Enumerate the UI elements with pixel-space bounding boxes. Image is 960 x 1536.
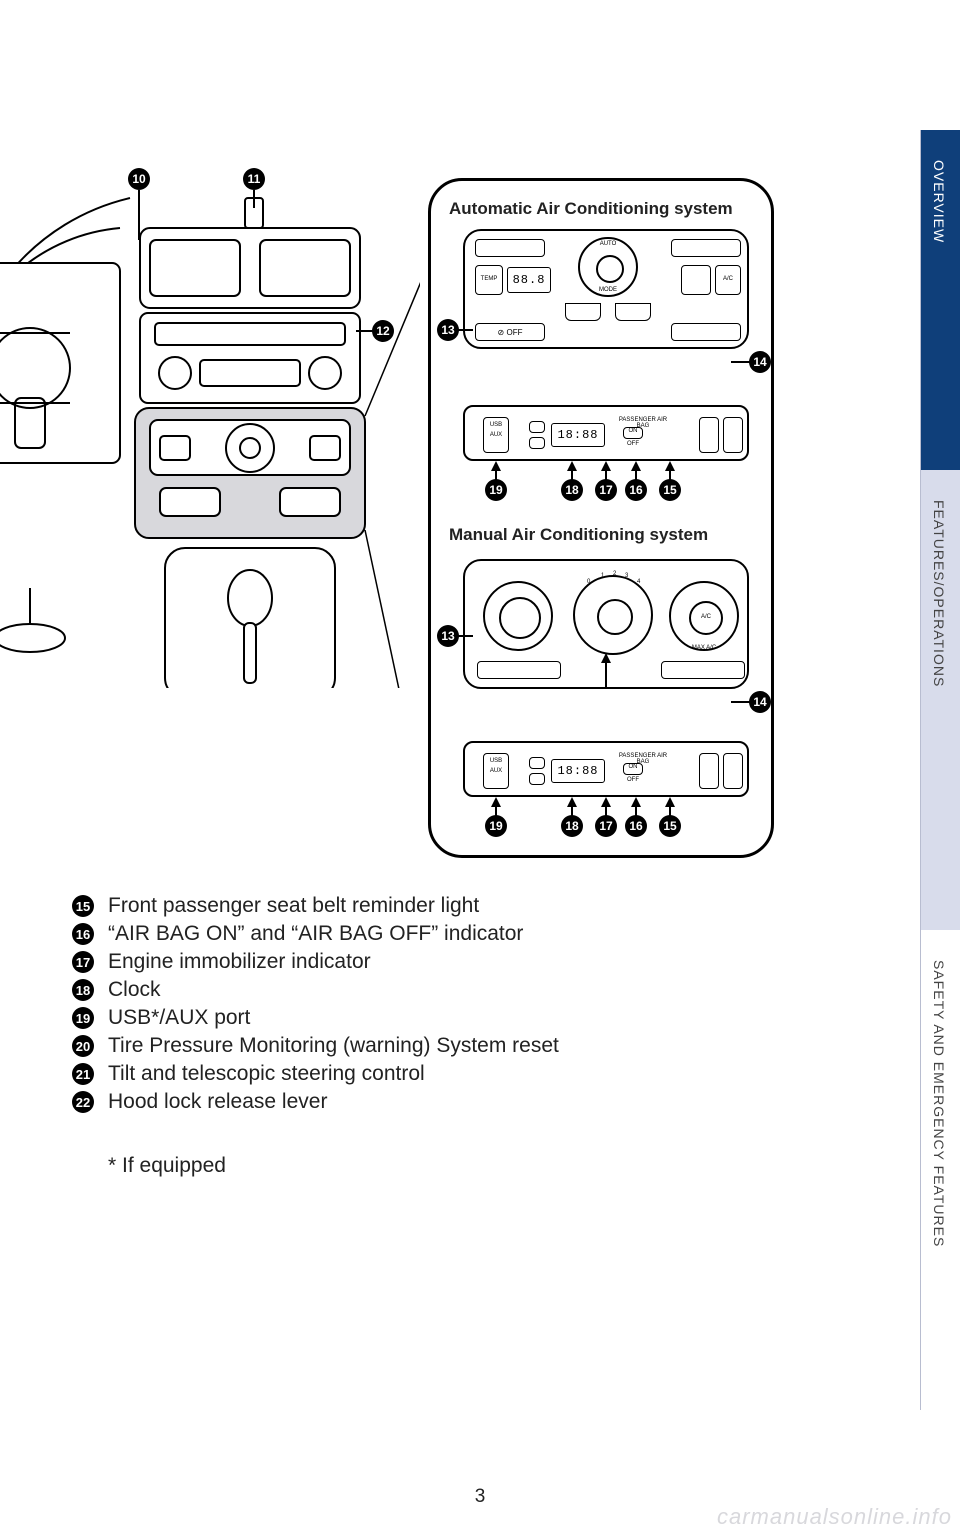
callout-18-manual: 18 bbox=[561, 815, 583, 837]
list-item: 20Tire Pressure Monitoring (warning) Sys… bbox=[72, 1034, 772, 1058]
mode-dial[interactable]: A/C MAX A/C bbox=[669, 581, 739, 651]
callout-15-manual: 15 bbox=[659, 815, 681, 837]
callout-16-manual: 16 bbox=[625, 815, 647, 837]
list-item: 16“AIR BAG ON” and “AIR BAG OFF” indicat… bbox=[72, 922, 772, 946]
callout-11: 11 bbox=[243, 168, 265, 190]
callout-14-auto: 14 bbox=[749, 351, 771, 373]
list-item: 21Tilt and telescopic steering control bbox=[72, 1062, 772, 1086]
temp-lcd: 88.8 bbox=[507, 267, 551, 293]
clock-lcd: 18:88 bbox=[551, 423, 605, 447]
mode-button[interactable] bbox=[681, 265, 711, 295]
list-item: 18Clock bbox=[72, 978, 772, 1002]
callout-16-auto: 16 bbox=[625, 479, 647, 501]
callout-12: 12 bbox=[372, 320, 394, 342]
usb-aux-port[interactable]: USB AUX bbox=[483, 417, 509, 453]
callout-10: 10 bbox=[128, 168, 150, 190]
fan-dial[interactable]: AUTO MODE bbox=[578, 237, 638, 297]
tab-overview[interactable]: OVERVIEW bbox=[920, 130, 960, 470]
ac-systems-box: Automatic Air Conditioning system AUTO M… bbox=[428, 178, 774, 858]
callout-list: 15Front passenger seat belt reminder lig… bbox=[72, 894, 772, 1178]
seat-heat-l[interactable] bbox=[699, 417, 719, 453]
tab-features[interactable]: FEATURES/OPERATIONS bbox=[920, 470, 960, 930]
rear-defrost-button[interactable] bbox=[671, 323, 741, 341]
callout-19-auto: 19 bbox=[485, 479, 507, 501]
off-button[interactable]: ⊘ OFF bbox=[475, 323, 545, 341]
ac-button[interactable]: A/C bbox=[715, 265, 741, 295]
list-item: 22Hood lock release lever bbox=[72, 1090, 772, 1114]
dashboard-drawing bbox=[0, 168, 420, 688]
fan-dial-manual[interactable]: 0 1 2 3 4 bbox=[573, 575, 653, 655]
list-item: 19USB*/AUX port bbox=[72, 1006, 772, 1030]
callout-19-manual: 19 bbox=[485, 815, 507, 837]
tab-features-label: FEATURES/OPERATIONS bbox=[931, 500, 947, 687]
list-item: 15Front passenger seat belt reminder lig… bbox=[72, 894, 772, 918]
auto-ac-panel: AUTO MODE TEMP 88.8 A/C ⊘ OFF bbox=[463, 229, 749, 349]
clock-h-button[interactable] bbox=[529, 421, 545, 433]
list-item: 17Engine immobilizer indicator bbox=[72, 950, 772, 974]
tab-overview-label: OVERVIEW bbox=[931, 160, 947, 243]
recirc-button[interactable] bbox=[475, 239, 545, 257]
tab-safety-label: SAFETY AND EMERGENCY FEATURES bbox=[931, 960, 947, 1247]
auto-ac-title: Automatic Air Conditioning system bbox=[449, 199, 733, 219]
watermark: carmanualsonline.info bbox=[717, 1504, 952, 1530]
callout-17-manual: 17 bbox=[595, 815, 617, 837]
aux-panel-auto: USB AUX 18:88 PASSENGER AIR BAG ON OFF bbox=[463, 405, 749, 461]
callout-13-manual: 13 bbox=[437, 625, 459, 647]
airbag-on: ON bbox=[623, 427, 643, 439]
seat-heat-r[interactable] bbox=[723, 417, 743, 453]
usb-aux-port-2[interactable]: USB AUX bbox=[483, 753, 509, 789]
aux-panel-manual: USB AUX 18:88 PASSENGER AIR BAG ON OFF bbox=[463, 741, 749, 797]
temp-dial[interactable] bbox=[483, 581, 553, 651]
clock-m-button[interactable] bbox=[529, 437, 545, 449]
temp-button[interactable]: TEMP bbox=[475, 265, 503, 295]
callout-13-auto: 13 bbox=[437, 319, 459, 341]
leader-10 bbox=[138, 190, 140, 240]
tab-safety[interactable]: SAFETY AND EMERGENCY FEATURES bbox=[920, 930, 960, 1410]
callout-14-manual: 14 bbox=[749, 691, 771, 713]
callout-15-auto: 15 bbox=[659, 479, 681, 501]
callout-17-auto: 17 bbox=[595, 479, 617, 501]
callout-18-auto: 18 bbox=[561, 479, 583, 501]
manual-ac-title: Manual Air Conditioning system bbox=[449, 525, 708, 545]
footnote: * If equipped bbox=[108, 1154, 772, 1178]
leader-11 bbox=[253, 190, 255, 208]
front-defrost-button[interactable] bbox=[671, 239, 741, 257]
